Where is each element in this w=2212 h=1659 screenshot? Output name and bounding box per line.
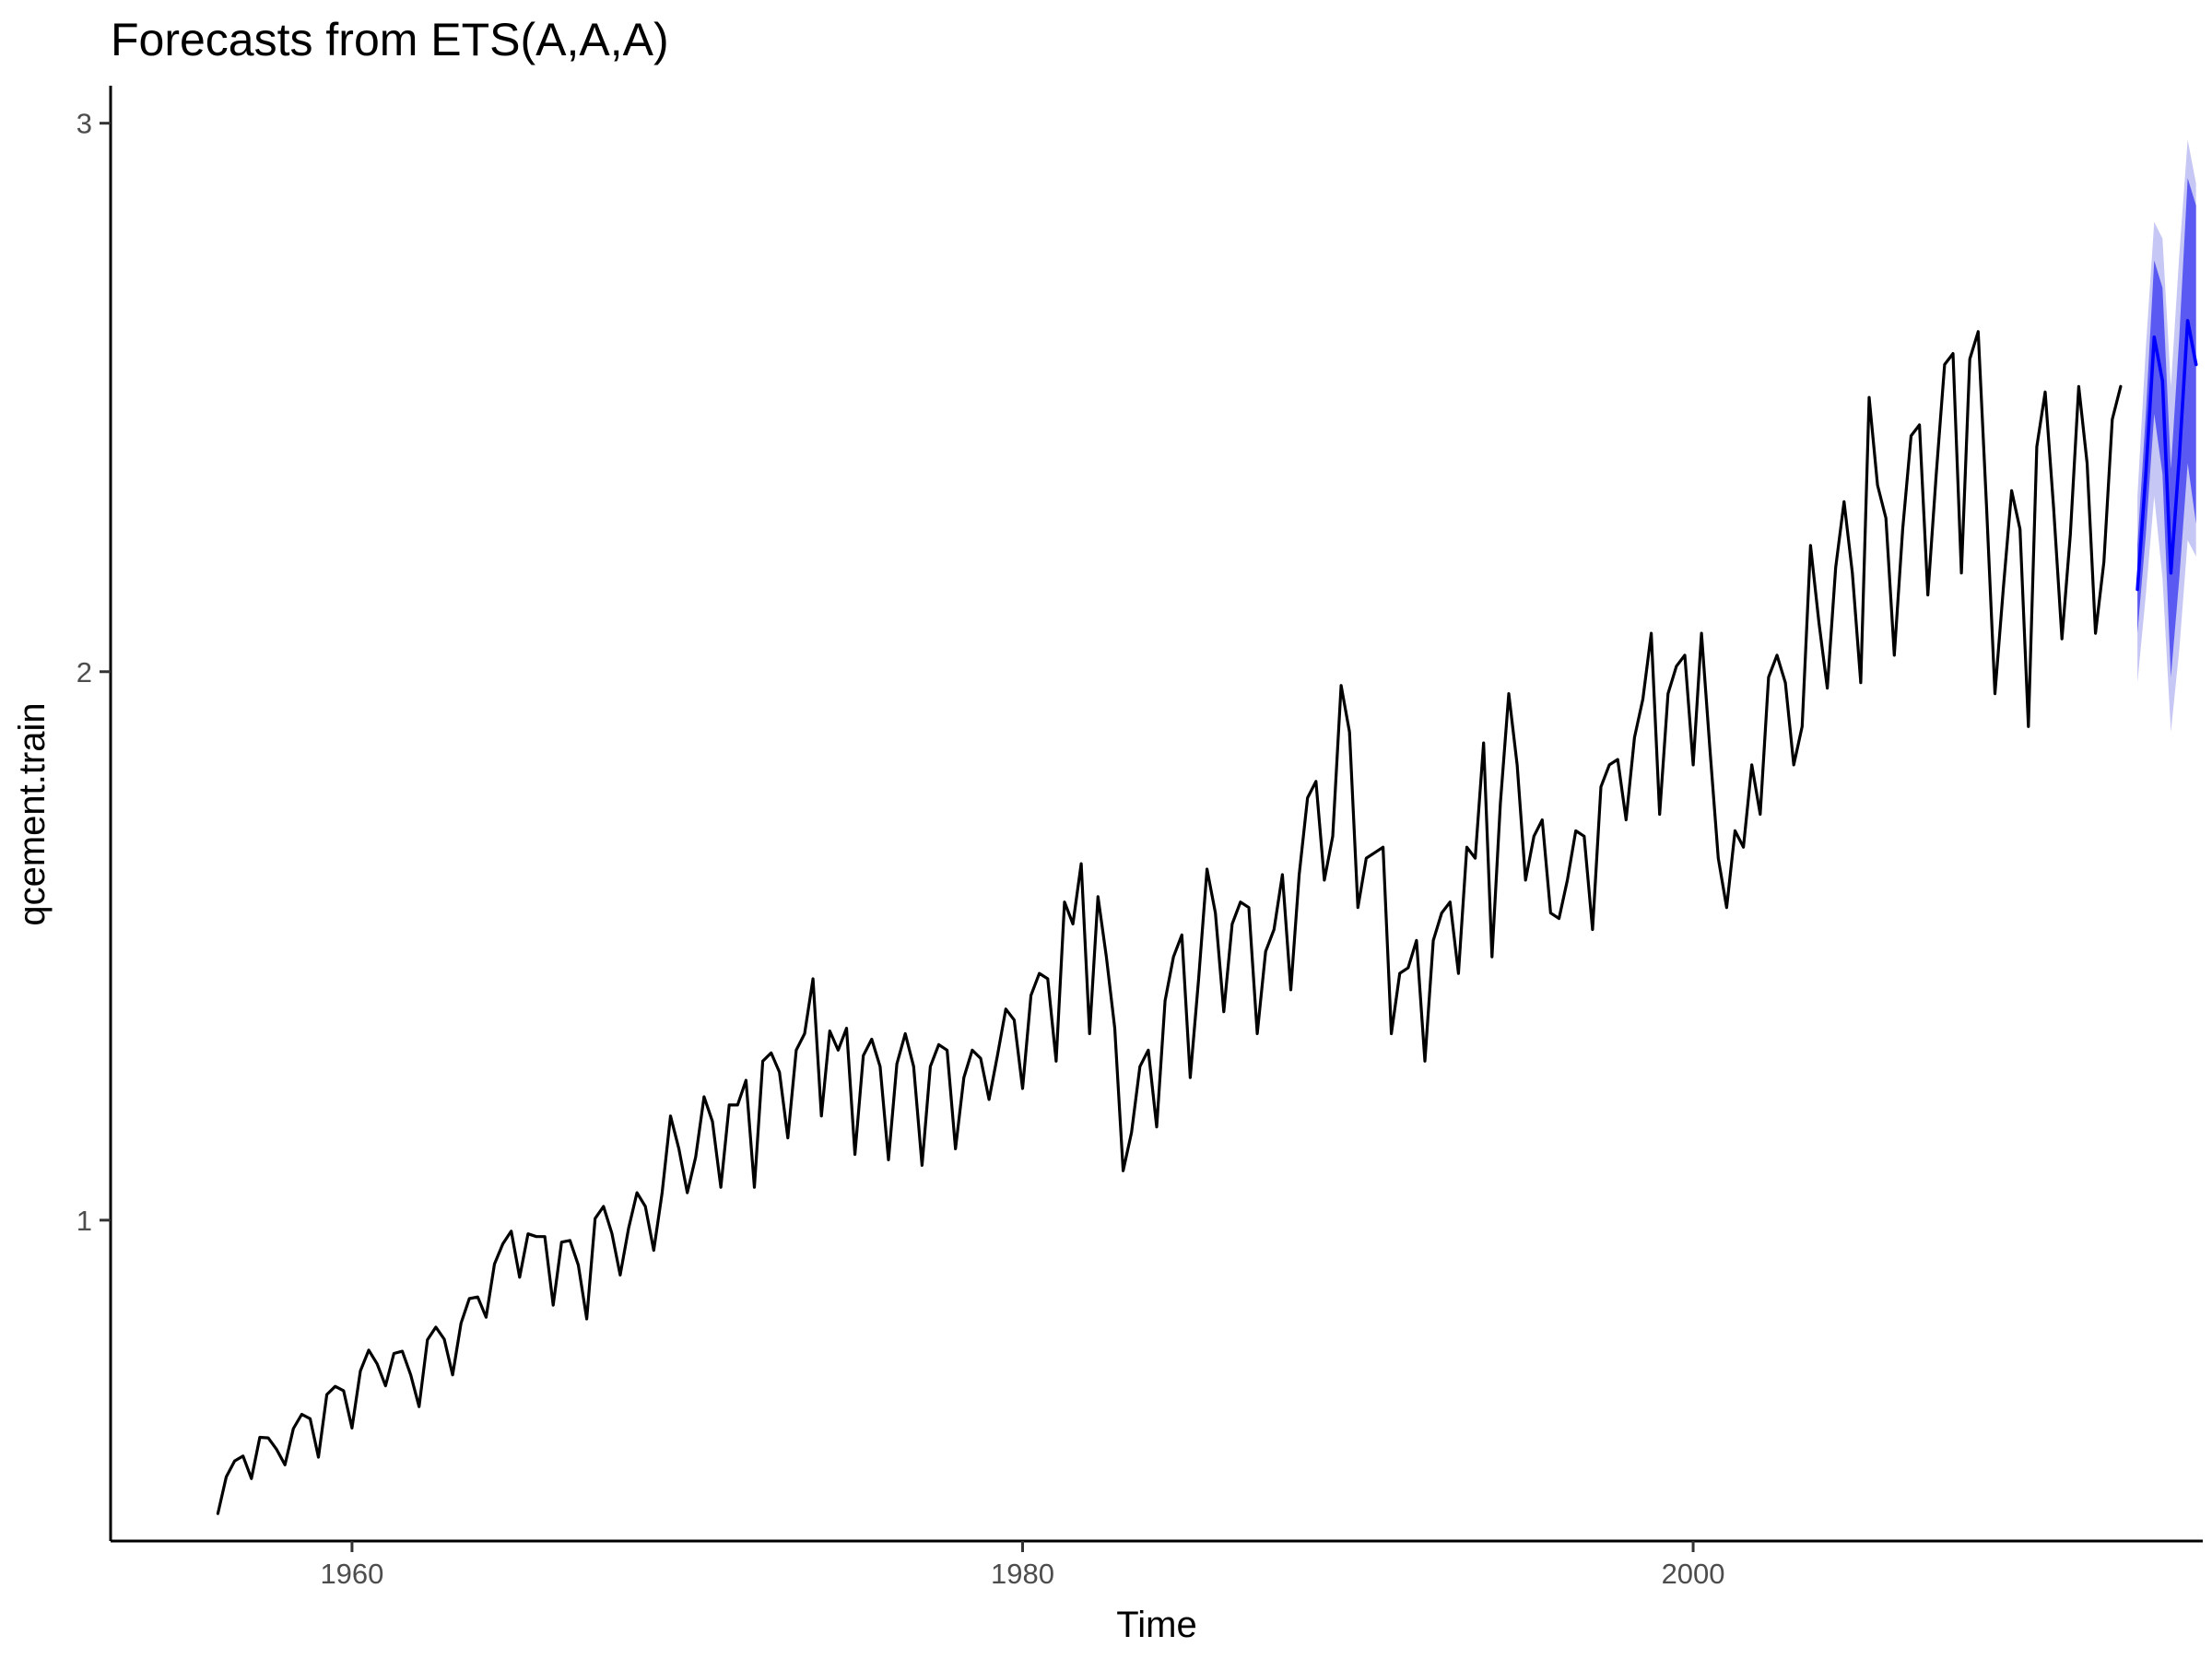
series-lines [216, 319, 2198, 1515]
history-line [216, 330, 2123, 1515]
forecast-line [2136, 319, 2198, 592]
y-axis-title: qcement.train [12, 702, 53, 925]
forecast-intervals [2137, 139, 2196, 733]
chart-title: Forecasts from ETS(A,A,A) [111, 14, 669, 65]
y-tick-label: 1 [76, 1205, 92, 1237]
x-tick-label: 1960 [320, 1558, 383, 1590]
y-tick-label: 3 [76, 108, 92, 140]
x-tick-label: 1980 [991, 1558, 1054, 1590]
x-axis-ticks: 1960 1980 2000 [320, 1541, 1725, 1590]
y-tick-label: 2 [76, 656, 92, 688]
forecast-interval-80 [2137, 178, 2196, 677]
x-axis-title: Time [1116, 1605, 1196, 1645]
x-tick-label: 2000 [1662, 1558, 1725, 1590]
y-axis-ticks: 1 2 3 [76, 108, 111, 1237]
